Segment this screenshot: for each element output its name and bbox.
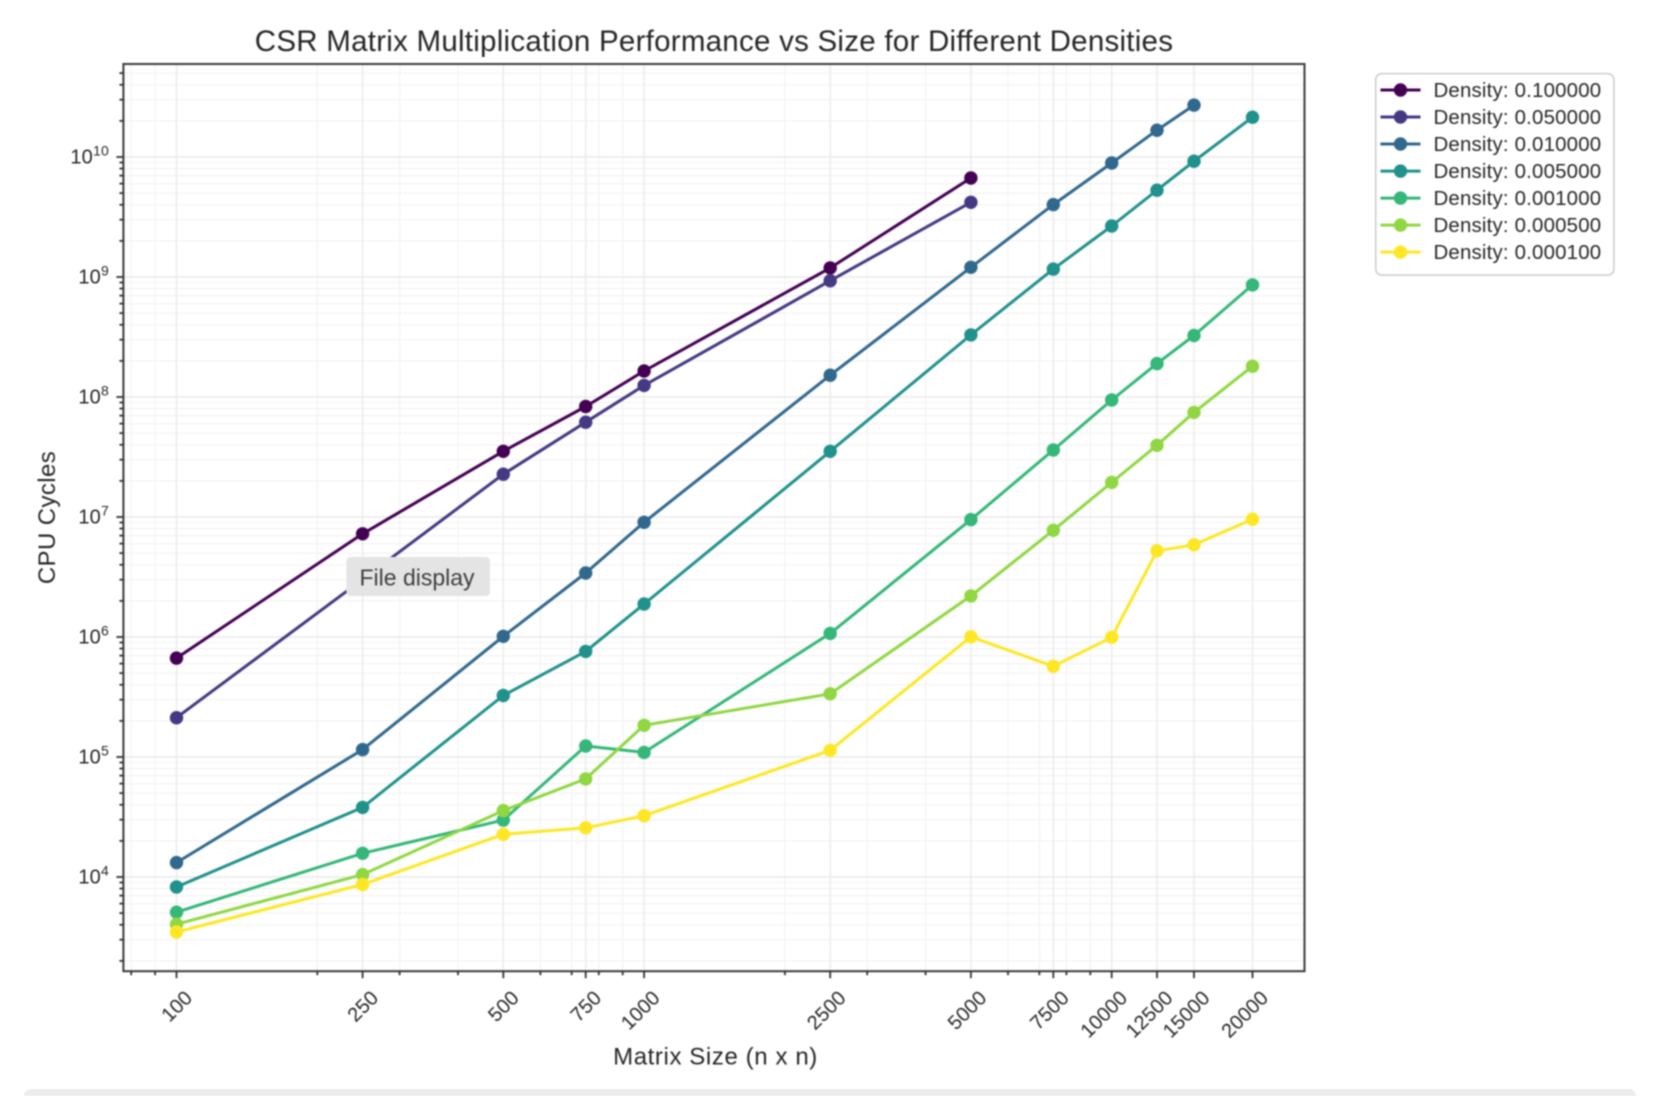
svg-text:File display: File display	[360, 565, 476, 591]
svg-text:Density: 0.005000: Density: 0.005000	[1434, 161, 1602, 183]
svg-text:Matrix Size (n x n): Matrix Size (n x n)	[613, 1044, 818, 1071]
svg-text:Density: 0.100000: Density: 0.100000	[1434, 80, 1602, 102]
svg-text:CPU Cycles: CPU Cycles	[34, 451, 61, 584]
svg-text:CSR Matrix Multiplication Perf: CSR Matrix Multiplication Performance vs…	[255, 25, 1173, 58]
svg-text:Density: 0.000500: Density: 0.000500	[1434, 215, 1602, 237]
svg-text:Density: 0.001000: Density: 0.001000	[1434, 188, 1602, 210]
svg-text:Density: 0.050000: Density: 0.050000	[1434, 107, 1602, 129]
svg-text:Density: 0.010000: Density: 0.010000	[1434, 134, 1602, 156]
svg-text:Density: 0.000100: Density: 0.000100	[1434, 242, 1602, 264]
svg-text:106: 106	[78, 623, 109, 649]
